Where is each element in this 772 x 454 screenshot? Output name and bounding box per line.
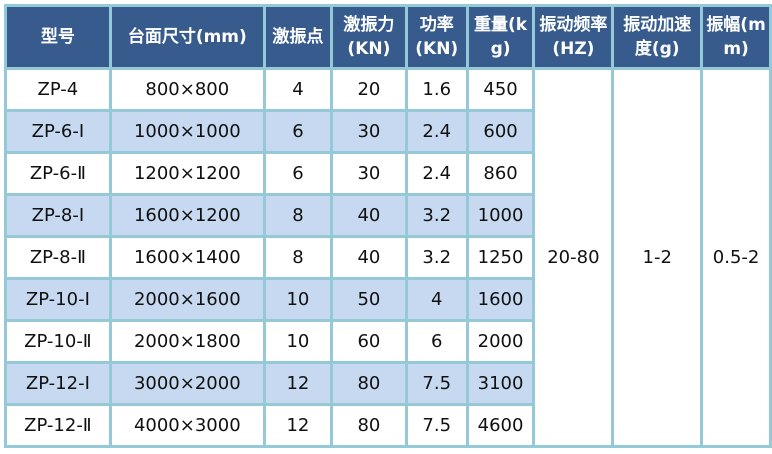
table-cell: ZP-8-Ⅱ (4, 235, 112, 280)
table-cell: 2000×1600 (108, 277, 266, 322)
table-cell: 12 (262, 361, 334, 406)
table-cell: 80 (330, 403, 408, 448)
table-cell: 1000×1000 (108, 109, 266, 154)
column-header: 型号 (4, 4, 112, 70)
column-header: 激振力(KN) (330, 4, 408, 70)
table-cell: 2.4 (404, 109, 469, 154)
table-cell: ZP-10-Ⅰ (4, 277, 112, 322)
table-cell: 30 (330, 109, 408, 154)
column-header: 台面尺寸(mm) (108, 4, 266, 70)
table-cell: 4000×3000 (108, 403, 266, 448)
table-row: ZP-10-Ⅰ 2000×1600 10 50 4 1600 (4, 277, 771, 322)
table-cell: 8 (262, 193, 334, 238)
column-header: 激振点 (262, 4, 334, 70)
column-header-label: 振动频率(HZ) (539, 15, 608, 59)
column-header-label: 功率(KN) (415, 15, 459, 59)
table-cell: 2.4 (404, 151, 469, 196)
table-cell: 1.6 (404, 67, 469, 112)
table-row: ZP-8-Ⅰ 1600×1200 8 40 3.2 1000 (4, 193, 771, 238)
table-cell: 12 (262, 403, 334, 448)
table-cell: ZP-6-Ⅱ (4, 151, 112, 196)
table-cell: ZP-6-Ⅰ (4, 109, 112, 154)
column-header-label: 激振点 (272, 27, 324, 47)
table-cell: 7.5 (404, 403, 469, 448)
table-cell: 3.2 (404, 235, 469, 280)
table-row: ZP-12-Ⅱ 4000×3000 12 80 7.5 4600 (4, 403, 771, 448)
table-cell: 60 (330, 319, 408, 364)
table-cell: 6 (262, 151, 334, 196)
table-cell: ZP-12-Ⅱ (4, 403, 112, 448)
table-row: ZP-10-Ⅱ 2000×1800 10 60 6 2000 (4, 319, 771, 364)
table-cell: ZP-10-Ⅱ (4, 319, 112, 364)
table-cell: 6 (262, 109, 334, 154)
table-cell: ZP-4 (4, 67, 112, 112)
column-header: 振动频率(HZ) (532, 4, 615, 70)
column-header-label: 型号 (40, 27, 75, 47)
column-header-label: 激振力(KN) (343, 15, 395, 59)
table-cell: 10 (262, 277, 334, 322)
table-cell: 8 (262, 235, 334, 280)
table-cell: 3000×2000 (108, 361, 266, 406)
table-cell: 1600 (465, 277, 536, 322)
column-header-label: 重量(kg) (474, 15, 528, 59)
table-cell: 30 (330, 151, 408, 196)
column-header-label: 台面尺寸(mm) (127, 27, 247, 47)
table-cell: 4600 (465, 403, 536, 448)
table-row: ZP-12-Ⅰ 3000×2000 12 80 7.5 3100 (4, 361, 771, 406)
spec-table: 型号 台面尺寸(mm) 激振点 激振力(KN) 功率(KN) 重量(kg) 振动频率(HZ)… (4, 4, 772, 448)
table-row: ZP-6-Ⅱ 1200×1200 6 30 2.4 860 (4, 151, 771, 196)
table-cell: 10 (262, 319, 334, 364)
shared-frequency-cell: 20-80 (532, 67, 615, 448)
table-cell: 2000×1800 (108, 319, 266, 364)
table-cell: ZP-8-Ⅰ (4, 193, 112, 238)
table-cell: 4 (404, 277, 469, 322)
table-cell: 3.2 (404, 193, 469, 238)
column-header: 振幅(mm) (700, 4, 772, 70)
table-cell: 1600×1200 (108, 193, 266, 238)
table-cell: 80 (330, 361, 408, 406)
column-header: 振动加速度(g) (611, 4, 704, 70)
table-cell: 1200×1200 (108, 151, 266, 196)
table-cell: 860 (465, 151, 536, 196)
table-cell: 4 (262, 67, 334, 112)
table-cell: 20 (330, 67, 408, 112)
table-cell: 600 (465, 109, 536, 154)
column-header-label: 振动加速度(g) (623, 15, 692, 59)
table-cell: 1000 (465, 193, 536, 238)
table-cell: 40 (330, 235, 408, 280)
table-cell: 40 (330, 193, 408, 238)
table-row: ZP-6-Ⅰ 1000×1000 6 30 2.4 600 (4, 109, 771, 154)
table-cell: 450 (465, 67, 536, 112)
table-cell: 7.5 (404, 361, 469, 406)
table-cell: 800×800 (108, 67, 266, 112)
header-row: 型号 台面尺寸(mm) 激振点 激振力(KN) 功率(KN) 重量(kg) 振动频率(HZ)… (4, 4, 772, 70)
table-cell: 1600×1400 (108, 235, 266, 280)
shared-acceleration-cell: 1-2 (611, 67, 704, 448)
column-header: 功率(KN) (404, 4, 469, 70)
column-header: 重量(kg) (465, 4, 536, 70)
table-cell: 3100 (465, 361, 536, 406)
table-cell: 1250 (465, 235, 536, 280)
table-cell: 50 (330, 277, 408, 322)
table-cell: 6 (404, 319, 469, 364)
table-row: ZP-8-Ⅱ 1600×1400 8 40 3.2 1250 (4, 235, 771, 280)
column-header-label: 振幅(mm) (706, 15, 766, 59)
table-cell: ZP-12-Ⅰ (4, 361, 112, 406)
table-row: ZP-4 800×800 4 20 1.6 450 20-80 1-2 0.5-2 (4, 67, 772, 448)
table-cell: 2000 (465, 319, 536, 364)
shared-amplitude-cell: 0.5-2 (700, 67, 772, 448)
